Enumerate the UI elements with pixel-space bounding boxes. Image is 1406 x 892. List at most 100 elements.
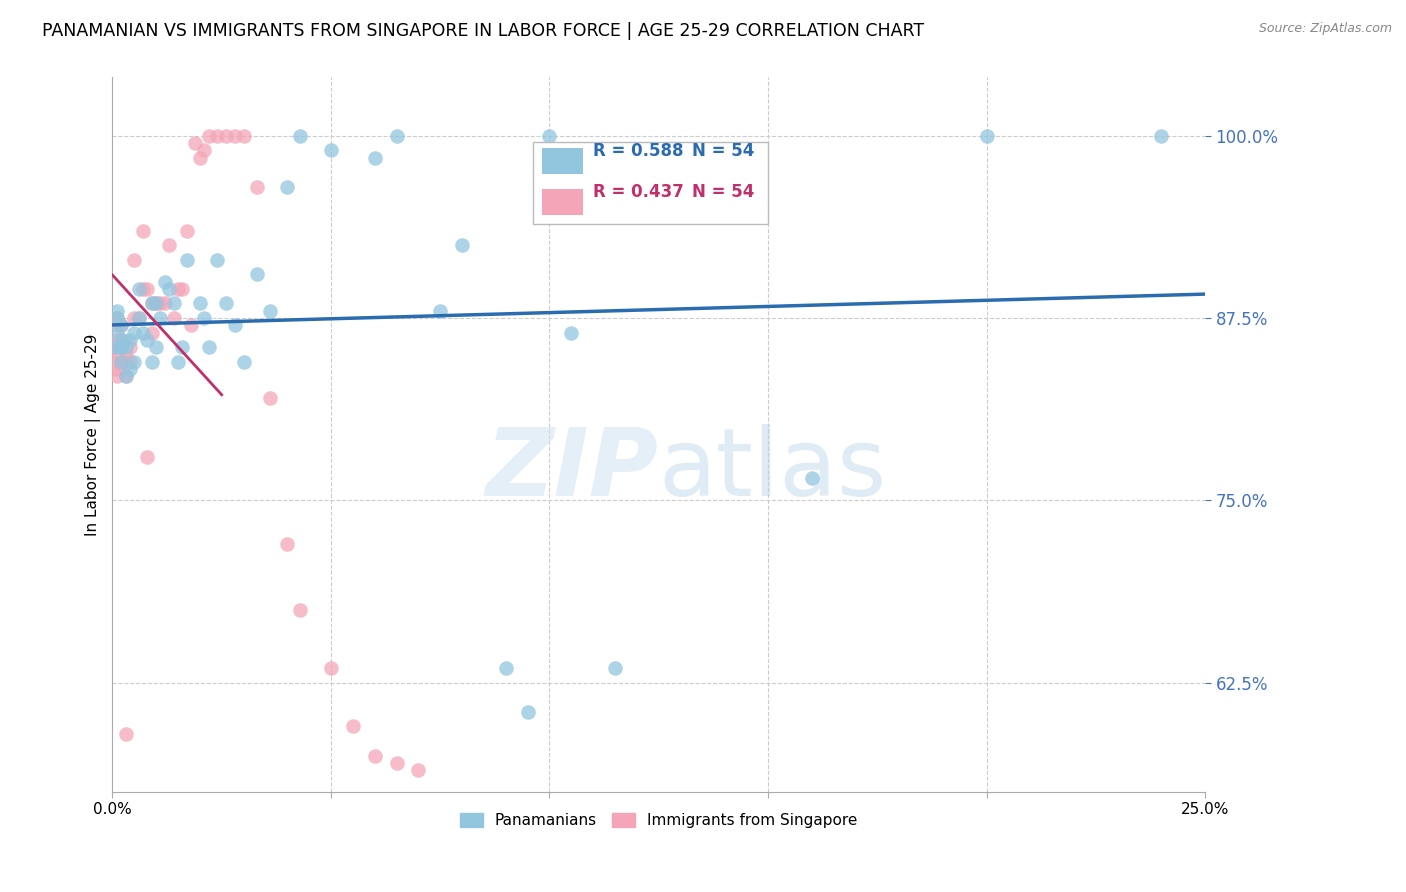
Text: R = 0.588: R = 0.588 bbox=[593, 143, 683, 161]
Point bbox=[172, 340, 194, 354]
Point bbox=[105, 369, 128, 384]
Point bbox=[246, 268, 269, 282]
Point bbox=[363, 151, 385, 165]
Point bbox=[176, 252, 198, 267]
Point bbox=[105, 347, 128, 361]
Point bbox=[114, 369, 136, 384]
Point bbox=[193, 144, 215, 158]
Point bbox=[232, 355, 254, 369]
Point bbox=[132, 282, 155, 296]
Point bbox=[180, 318, 202, 333]
Point bbox=[118, 340, 141, 354]
Point bbox=[172, 282, 194, 296]
Point bbox=[259, 391, 281, 405]
Point bbox=[128, 311, 150, 326]
Point bbox=[112, 333, 135, 347]
Point bbox=[132, 223, 155, 237]
Point bbox=[110, 333, 132, 347]
Point bbox=[110, 340, 132, 354]
Point bbox=[105, 333, 128, 347]
Point bbox=[603, 661, 626, 675]
Point bbox=[104, 340, 127, 354]
Point bbox=[363, 748, 385, 763]
Point bbox=[110, 355, 132, 369]
FancyBboxPatch shape bbox=[533, 142, 768, 224]
Point bbox=[167, 282, 190, 296]
Point bbox=[207, 128, 229, 143]
Point bbox=[259, 303, 281, 318]
Point bbox=[162, 311, 184, 326]
Point bbox=[224, 318, 246, 333]
Point bbox=[290, 603, 312, 617]
Point bbox=[162, 296, 184, 310]
Point bbox=[385, 756, 408, 770]
Point bbox=[495, 661, 517, 675]
Point bbox=[141, 355, 163, 369]
Text: R = 0.437: R = 0.437 bbox=[593, 184, 685, 202]
Point bbox=[114, 726, 136, 740]
Point bbox=[153, 275, 176, 289]
Point bbox=[141, 326, 163, 340]
Point bbox=[105, 318, 128, 333]
Point bbox=[104, 340, 127, 354]
Point bbox=[184, 136, 207, 150]
Point bbox=[188, 151, 211, 165]
Text: ZIP: ZIP bbox=[486, 425, 659, 516]
Point bbox=[800, 471, 823, 485]
Point bbox=[118, 333, 141, 347]
Bar bbox=[541, 188, 583, 215]
Point bbox=[145, 296, 167, 310]
Text: Source: ZipAtlas.com: Source: ZipAtlas.com bbox=[1258, 22, 1392, 36]
Point bbox=[188, 296, 211, 310]
Point bbox=[141, 296, 163, 310]
Point bbox=[176, 223, 198, 237]
Point bbox=[224, 128, 246, 143]
Point bbox=[105, 362, 128, 376]
Point bbox=[149, 296, 172, 310]
Text: N = 54: N = 54 bbox=[692, 143, 754, 161]
Point bbox=[149, 311, 172, 326]
Point bbox=[516, 705, 538, 719]
Point bbox=[105, 303, 128, 318]
Point bbox=[122, 252, 145, 267]
Point bbox=[207, 252, 229, 267]
Point bbox=[197, 340, 219, 354]
Point bbox=[118, 362, 141, 376]
Point bbox=[136, 450, 159, 464]
Bar bbox=[541, 147, 583, 174]
Point bbox=[110, 355, 132, 369]
Point bbox=[110, 318, 132, 333]
Point bbox=[385, 128, 408, 143]
Point bbox=[114, 340, 136, 354]
Point bbox=[197, 128, 219, 143]
Point bbox=[319, 661, 342, 675]
Point bbox=[122, 311, 145, 326]
Point bbox=[141, 296, 163, 310]
Point bbox=[110, 318, 132, 333]
Point bbox=[342, 719, 364, 733]
Point bbox=[110, 340, 132, 354]
Point bbox=[215, 296, 238, 310]
Point bbox=[104, 355, 127, 369]
Point bbox=[122, 326, 145, 340]
Point bbox=[105, 326, 128, 340]
Text: atlas: atlas bbox=[659, 425, 887, 516]
Point bbox=[193, 311, 215, 326]
Point bbox=[122, 355, 145, 369]
Point bbox=[105, 311, 128, 326]
Point bbox=[276, 537, 298, 551]
Point bbox=[104, 340, 127, 354]
Point bbox=[153, 296, 176, 310]
Point bbox=[429, 303, 451, 318]
Point bbox=[276, 179, 298, 194]
Point bbox=[290, 128, 312, 143]
Point bbox=[132, 326, 155, 340]
Point bbox=[319, 144, 342, 158]
Point bbox=[560, 326, 582, 340]
Point bbox=[408, 763, 430, 777]
Point bbox=[157, 238, 180, 252]
Point bbox=[157, 282, 180, 296]
Point bbox=[145, 296, 167, 310]
Point bbox=[136, 282, 159, 296]
Point bbox=[145, 340, 167, 354]
